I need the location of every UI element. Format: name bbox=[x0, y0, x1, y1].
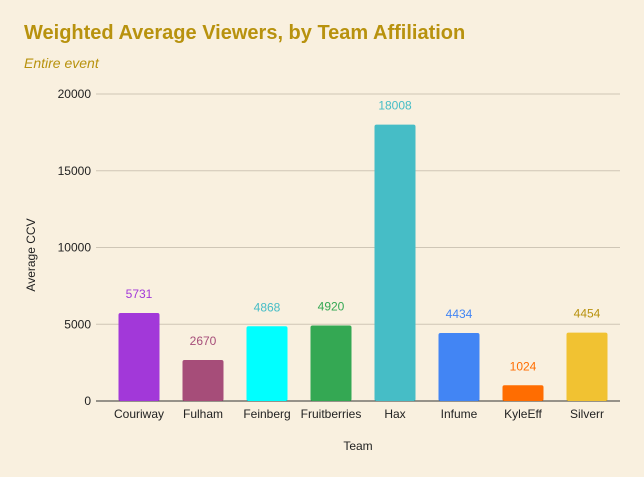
y-axis-label: Average CCV bbox=[24, 218, 38, 291]
bar-fulham bbox=[182, 360, 224, 401]
x-tick-label: Feinberg bbox=[243, 407, 290, 421]
y-tick-label: 0 bbox=[84, 394, 91, 408]
bar-fruitberries bbox=[310, 325, 352, 401]
data-label: 5731 bbox=[126, 287, 153, 301]
data-label: 1024 bbox=[510, 359, 537, 373]
bar-hax bbox=[374, 124, 416, 401]
data-label: 18008 bbox=[378, 99, 412, 113]
x-tick-label: KyleEff bbox=[504, 407, 542, 421]
bar-feinberg bbox=[246, 326, 288, 401]
x-axis-tick-labels: Couriway Fulham Feinberg Fruitberries Hax Inf… bbox=[114, 407, 604, 421]
y-tick-label: 15000 bbox=[58, 164, 92, 178]
y-axis-tick-labels: 0 5000 10000 15000 20000 bbox=[58, 87, 92, 408]
x-tick-label: Silverr bbox=[570, 407, 604, 421]
x-tick-label: Couriway bbox=[114, 407, 164, 421]
bar-silverr bbox=[566, 332, 608, 401]
data-label: 4454 bbox=[574, 307, 601, 321]
chart-subtitle: Entire event bbox=[24, 55, 99, 71]
x-tick-label: Infume bbox=[441, 407, 478, 421]
data-label: 2670 bbox=[190, 334, 217, 348]
x-tick-label: Fruitberries bbox=[301, 407, 362, 421]
chart-title: Weighted Average Viewers, by Team Affili… bbox=[24, 22, 466, 44]
bar-infume bbox=[438, 332, 480, 401]
y-tick-label: 5000 bbox=[64, 317, 91, 331]
data-label: 4868 bbox=[254, 300, 281, 314]
x-tick-label: Hax bbox=[384, 407, 405, 421]
data-labels: 5731 2670 4868 4920 18008 4434 1024 4454 bbox=[126, 99, 601, 374]
bar-kyleeff bbox=[502, 385, 544, 401]
x-tick-label: Fulham bbox=[183, 407, 223, 421]
data-label: 4920 bbox=[318, 299, 345, 313]
bar-couriway bbox=[118, 313, 160, 401]
bars bbox=[118, 124, 608, 401]
y-tick-label: 20000 bbox=[58, 87, 92, 101]
x-axis-label: Team bbox=[343, 439, 372, 453]
y-tick-label: 10000 bbox=[58, 241, 92, 255]
data-label: 4434 bbox=[446, 307, 473, 321]
grid-lines bbox=[96, 93, 620, 402]
